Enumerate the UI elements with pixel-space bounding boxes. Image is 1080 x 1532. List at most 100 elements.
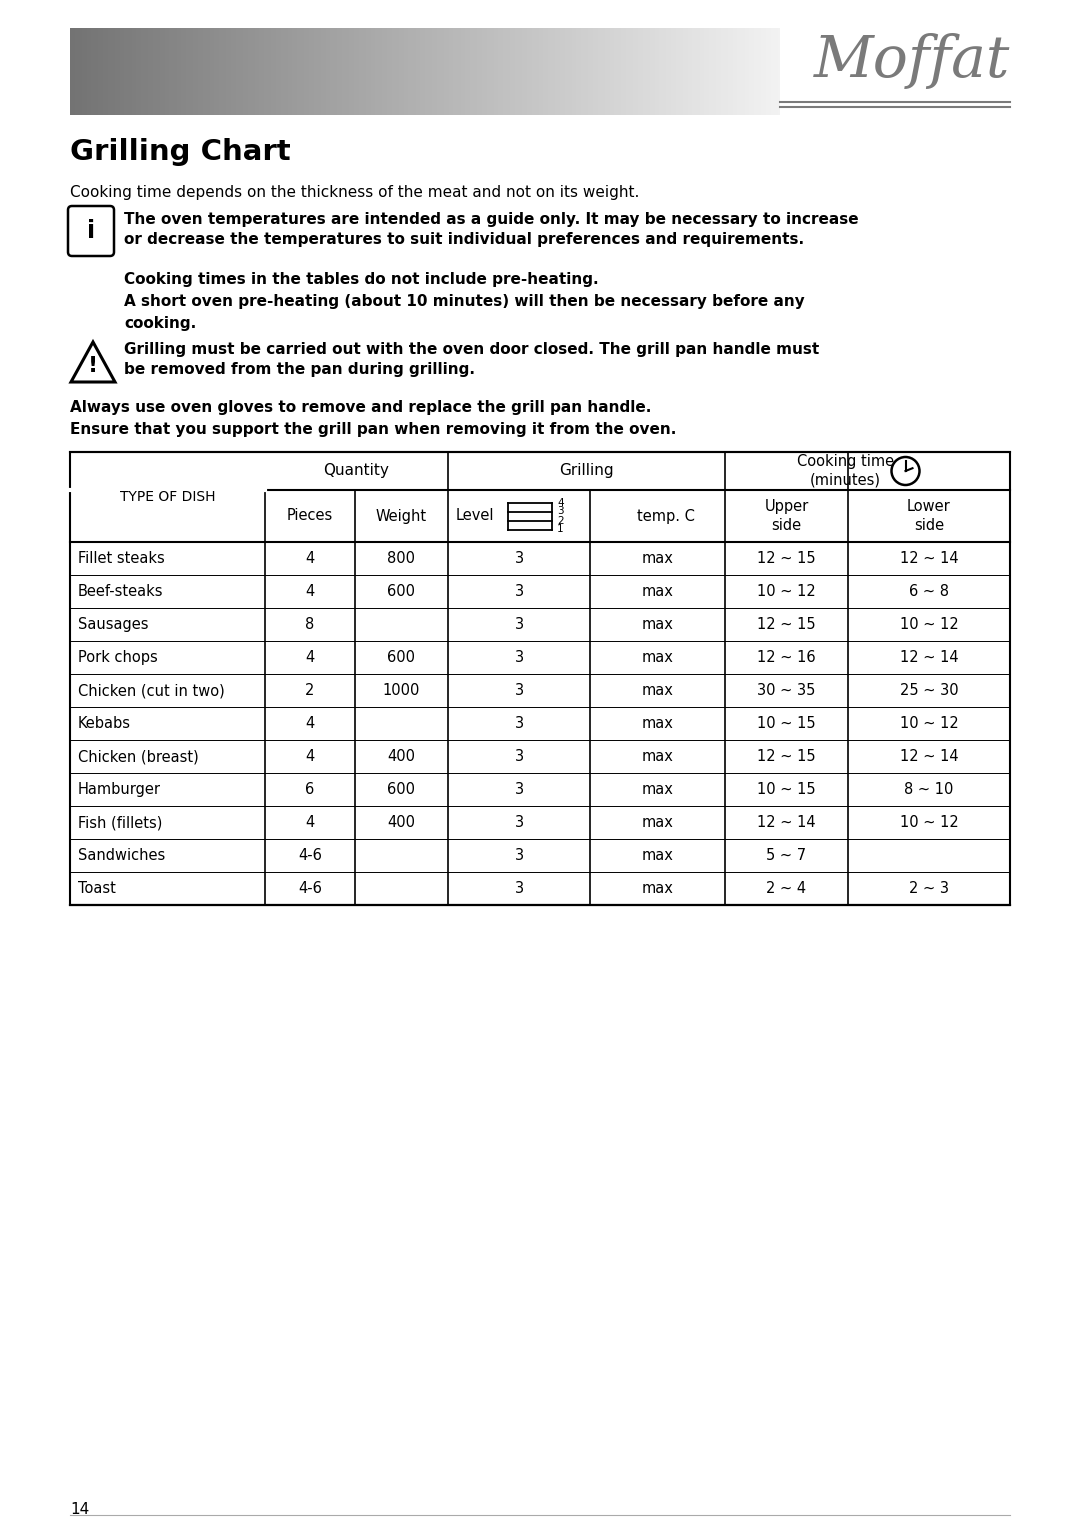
Bar bbox=[328, 28, 330, 115]
Text: max: max bbox=[642, 749, 674, 764]
Bar bbox=[534, 28, 537, 115]
Bar bbox=[179, 28, 181, 115]
Bar bbox=[96, 28, 99, 115]
Text: temp. C: temp. C bbox=[636, 509, 694, 524]
Bar bbox=[314, 28, 316, 115]
Bar bbox=[335, 28, 338, 115]
Bar bbox=[153, 28, 156, 115]
Bar bbox=[399, 28, 402, 115]
Bar bbox=[70, 452, 1010, 905]
Text: max: max bbox=[642, 715, 674, 731]
Bar bbox=[392, 28, 394, 115]
Bar bbox=[732, 28, 735, 115]
Bar bbox=[188, 28, 191, 115]
Text: 2 ~ 4: 2 ~ 4 bbox=[767, 881, 807, 896]
Bar bbox=[285, 28, 288, 115]
Text: Weight: Weight bbox=[376, 509, 427, 524]
Text: 2: 2 bbox=[306, 683, 314, 699]
Bar bbox=[354, 28, 356, 115]
Bar bbox=[477, 28, 480, 115]
Text: Grilling Chart: Grilling Chart bbox=[70, 138, 291, 165]
Bar bbox=[692, 28, 696, 115]
Bar bbox=[164, 28, 167, 115]
Bar bbox=[205, 28, 207, 115]
Text: 10 ~ 15: 10 ~ 15 bbox=[757, 715, 815, 731]
Bar bbox=[184, 28, 187, 115]
Text: 400: 400 bbox=[388, 815, 416, 830]
Text: !: ! bbox=[87, 355, 98, 375]
Bar bbox=[515, 28, 517, 115]
Bar bbox=[505, 28, 509, 115]
Bar bbox=[489, 28, 491, 115]
Bar bbox=[376, 28, 378, 115]
Bar bbox=[567, 28, 570, 115]
Bar bbox=[302, 28, 305, 115]
Bar bbox=[106, 28, 108, 115]
Bar bbox=[744, 28, 747, 115]
Bar bbox=[766, 28, 769, 115]
Bar bbox=[146, 28, 149, 115]
Bar bbox=[581, 28, 584, 115]
Bar bbox=[221, 28, 225, 115]
Bar bbox=[669, 28, 672, 115]
Bar bbox=[475, 28, 477, 115]
Bar bbox=[330, 28, 334, 115]
Bar bbox=[654, 28, 658, 115]
Bar bbox=[316, 28, 319, 115]
Bar bbox=[750, 28, 752, 115]
Text: 12 ~ 15: 12 ~ 15 bbox=[757, 617, 815, 633]
Bar bbox=[373, 28, 376, 115]
Bar bbox=[118, 28, 120, 115]
Bar bbox=[281, 28, 283, 115]
Bar bbox=[472, 28, 475, 115]
Bar bbox=[309, 28, 312, 115]
Bar bbox=[454, 28, 456, 115]
Bar bbox=[200, 28, 203, 115]
Bar bbox=[752, 28, 755, 115]
Bar bbox=[676, 28, 678, 115]
Bar bbox=[319, 28, 322, 115]
Text: The oven temperatures are intended as a guide only. It may be necessary to incre: The oven temperatures are intended as a … bbox=[124, 211, 859, 227]
Bar bbox=[247, 28, 251, 115]
Bar bbox=[680, 28, 684, 115]
Bar bbox=[150, 28, 153, 115]
Bar bbox=[356, 28, 360, 115]
Bar bbox=[100, 28, 104, 115]
Bar bbox=[86, 28, 90, 115]
Text: 4: 4 bbox=[306, 552, 314, 565]
Text: max: max bbox=[642, 781, 674, 797]
Bar bbox=[406, 28, 409, 115]
Bar bbox=[442, 28, 445, 115]
Bar bbox=[482, 28, 485, 115]
Text: 3: 3 bbox=[514, 749, 524, 764]
Bar bbox=[577, 28, 579, 115]
Bar bbox=[458, 28, 461, 115]
Bar bbox=[75, 28, 78, 115]
Text: Fillet steaks: Fillet steaks bbox=[78, 552, 165, 565]
Bar bbox=[160, 28, 163, 115]
Text: Moffat: Moffat bbox=[813, 34, 1010, 89]
Text: Beef-steaks: Beef-steaks bbox=[78, 584, 163, 599]
Bar bbox=[666, 28, 670, 115]
Bar bbox=[130, 28, 132, 115]
Bar bbox=[349, 28, 352, 115]
Text: 4: 4 bbox=[306, 749, 314, 764]
Bar bbox=[541, 28, 544, 115]
Bar bbox=[98, 28, 102, 115]
Bar bbox=[210, 28, 213, 115]
Bar bbox=[778, 28, 781, 115]
Bar bbox=[193, 28, 195, 115]
Bar bbox=[531, 28, 535, 115]
Bar bbox=[571, 28, 575, 115]
Bar bbox=[735, 28, 738, 115]
Bar bbox=[674, 28, 676, 115]
Bar bbox=[480, 28, 483, 115]
Bar bbox=[754, 28, 757, 115]
Bar bbox=[609, 28, 612, 115]
Bar bbox=[718, 28, 721, 115]
Bar bbox=[390, 28, 392, 115]
Bar bbox=[451, 28, 454, 115]
Bar bbox=[434, 28, 437, 115]
Bar bbox=[174, 28, 177, 115]
Bar bbox=[136, 28, 139, 115]
